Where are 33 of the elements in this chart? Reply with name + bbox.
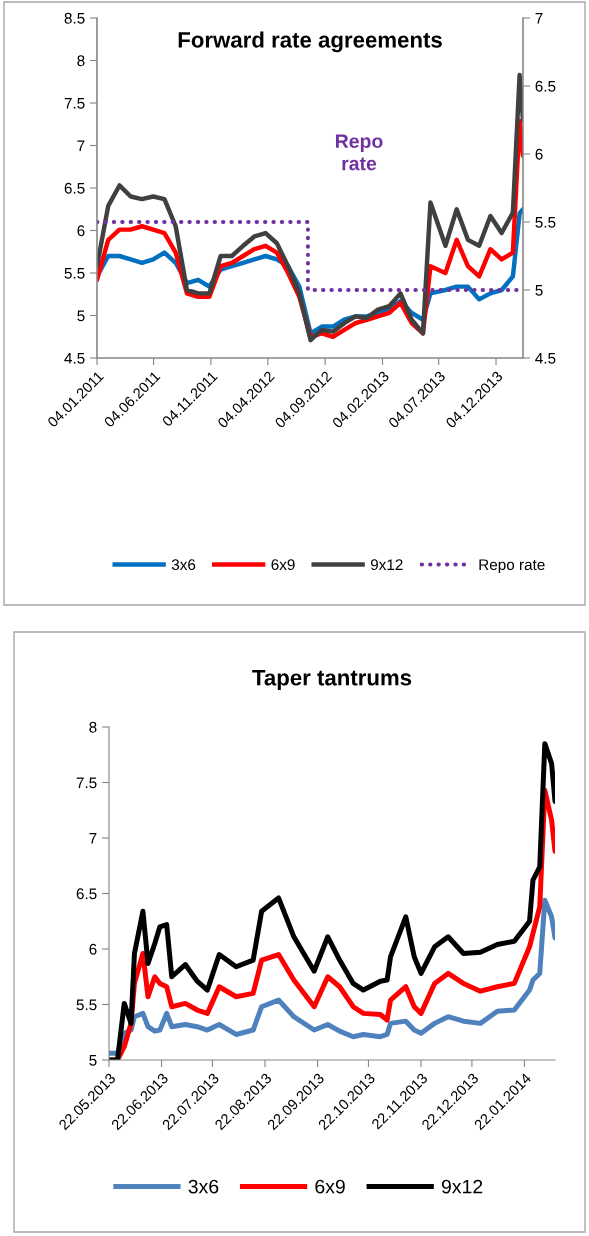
y-tick-label: 6.5 xyxy=(76,888,97,900)
line-series xyxy=(97,72,523,343)
chart-title: Taper tantrums xyxy=(252,670,412,690)
y2-tick-label: 6 xyxy=(535,148,543,160)
y-tick-label: 7.5 xyxy=(64,98,85,109)
y-tick-label: 7.5 xyxy=(76,777,97,789)
y2-tick-label: 7 xyxy=(535,13,543,24)
y-tick-label: 8 xyxy=(77,55,85,67)
legend-label: 9x12 xyxy=(370,559,403,571)
y2-tick-label: 5.5 xyxy=(535,217,556,228)
y2-tick-label: 5 xyxy=(535,285,543,296)
annotation: Repo rate xyxy=(335,134,383,171)
y-tick-label: 6 xyxy=(89,943,97,955)
text: Forward rate agreements xyxy=(178,31,442,53)
y-tick-label: 7 xyxy=(89,833,97,844)
y-tick-label: 4.5 xyxy=(64,353,85,364)
legend-label: 6x9 xyxy=(271,559,295,571)
legend-label: 3x6 xyxy=(188,1179,219,1194)
y-tick-label: 5.5 xyxy=(64,268,85,279)
y-tick-label: 5 xyxy=(77,310,85,322)
y-tick-label: 6.5 xyxy=(64,182,85,194)
y2-tick-label: 6.5 xyxy=(535,80,556,92)
y-tick-label: 6 xyxy=(77,225,85,237)
y-tick-label: 8 xyxy=(89,721,97,733)
legend-label: Repo rate xyxy=(479,559,545,574)
y-tick-label: 7 xyxy=(77,140,85,152)
legend-label: 6x9 xyxy=(315,1179,345,1194)
y-tick-label: 8.5 xyxy=(64,12,85,24)
legend-label: 3x6 xyxy=(171,559,196,571)
y2-tick-label: 4.5 xyxy=(535,353,556,364)
legend-label: 9x12 xyxy=(441,1179,483,1194)
y-tick-label: 5.5 xyxy=(76,999,97,1011)
y-tick-label: 5 xyxy=(89,1055,97,1066)
